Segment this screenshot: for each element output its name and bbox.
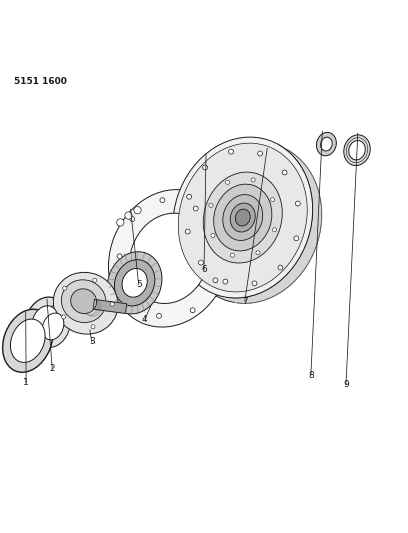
Ellipse shape <box>251 178 255 182</box>
Ellipse shape <box>53 272 118 334</box>
Polygon shape <box>228 144 322 303</box>
Ellipse shape <box>25 297 65 346</box>
Ellipse shape <box>203 165 208 170</box>
Ellipse shape <box>214 184 272 251</box>
Ellipse shape <box>271 198 275 201</box>
Ellipse shape <box>160 198 165 203</box>
Text: 9: 9 <box>343 381 349 389</box>
Ellipse shape <box>223 195 263 240</box>
Ellipse shape <box>157 313 162 318</box>
Ellipse shape <box>117 219 124 226</box>
Polygon shape <box>93 300 127 313</box>
Ellipse shape <box>193 206 198 211</box>
Text: 6: 6 <box>201 265 207 274</box>
Text: 1: 1 <box>23 378 29 387</box>
Ellipse shape <box>321 137 332 151</box>
Text: 4: 4 <box>142 315 148 324</box>
Ellipse shape <box>294 236 299 241</box>
Ellipse shape <box>235 209 250 226</box>
Ellipse shape <box>182 142 322 303</box>
Ellipse shape <box>230 203 255 232</box>
Ellipse shape <box>114 260 155 306</box>
Ellipse shape <box>295 201 300 206</box>
Text: 8: 8 <box>308 370 314 379</box>
Ellipse shape <box>125 212 132 219</box>
Ellipse shape <box>317 132 336 156</box>
Ellipse shape <box>344 135 370 166</box>
Ellipse shape <box>110 302 114 306</box>
Ellipse shape <box>117 254 122 259</box>
Ellipse shape <box>128 292 133 297</box>
Text: 3: 3 <box>89 337 95 346</box>
Text: 7: 7 <box>242 297 248 306</box>
Ellipse shape <box>61 280 106 322</box>
Ellipse shape <box>11 319 45 362</box>
Ellipse shape <box>2 309 53 372</box>
Ellipse shape <box>185 229 190 234</box>
Ellipse shape <box>32 306 58 337</box>
Ellipse shape <box>252 281 257 286</box>
Ellipse shape <box>198 260 203 265</box>
Ellipse shape <box>71 289 97 313</box>
Ellipse shape <box>173 137 313 298</box>
Ellipse shape <box>282 170 287 175</box>
Ellipse shape <box>190 308 195 313</box>
Ellipse shape <box>256 251 260 255</box>
Ellipse shape <box>122 269 147 297</box>
Ellipse shape <box>228 149 233 154</box>
Ellipse shape <box>273 228 277 232</box>
Ellipse shape <box>178 143 307 292</box>
Ellipse shape <box>62 315 66 319</box>
Ellipse shape <box>109 190 230 327</box>
Ellipse shape <box>91 325 95 329</box>
Ellipse shape <box>203 172 282 263</box>
Ellipse shape <box>130 216 135 222</box>
Ellipse shape <box>129 213 209 303</box>
Text: 5: 5 <box>136 280 142 289</box>
Ellipse shape <box>226 180 230 184</box>
Ellipse shape <box>134 206 141 214</box>
Ellipse shape <box>258 151 263 156</box>
Ellipse shape <box>223 279 228 284</box>
Ellipse shape <box>213 278 218 283</box>
Ellipse shape <box>63 286 67 290</box>
Ellipse shape <box>209 203 213 207</box>
Ellipse shape <box>93 278 97 282</box>
Ellipse shape <box>214 238 219 243</box>
Ellipse shape <box>349 141 365 160</box>
Text: 5151 1600: 5151 1600 <box>14 77 67 86</box>
Ellipse shape <box>107 252 162 314</box>
Text: 2: 2 <box>49 364 55 373</box>
Ellipse shape <box>36 305 70 348</box>
Ellipse shape <box>42 313 64 340</box>
Ellipse shape <box>187 195 192 199</box>
Ellipse shape <box>231 253 235 257</box>
Ellipse shape <box>211 233 215 238</box>
Ellipse shape <box>278 265 283 270</box>
